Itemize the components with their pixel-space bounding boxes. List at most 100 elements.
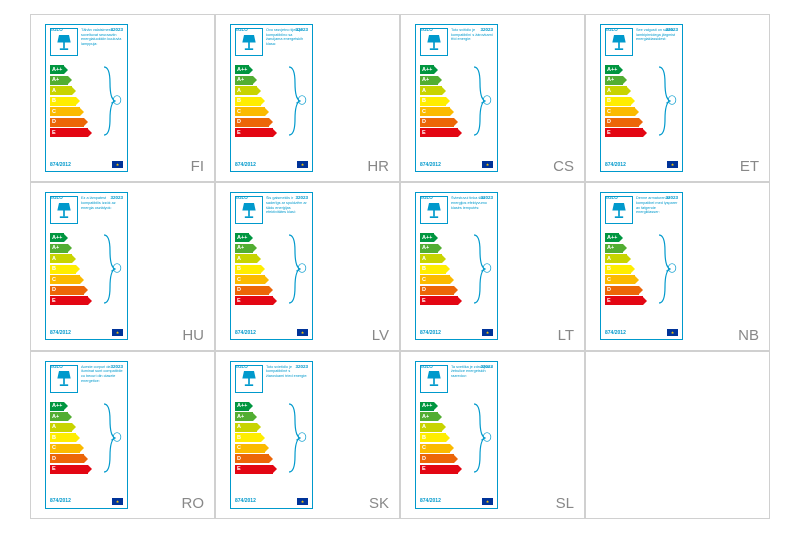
lamp-icon [424,368,444,389]
energy-class-arrow: B [420,265,474,274]
energy-class-arrow: A+ [420,412,474,421]
energy-class-arrow: D [605,118,659,127]
energy-class-arrow: C [605,275,659,284]
grid-cell: EGLO 32023 Toto svítidlo je kompatibilní… [400,14,585,182]
energy-class-arrow: E [50,128,104,137]
regulation-text: 874/2012 [50,498,71,504]
energy-class-arrow: A+ [420,244,474,253]
energy-class-arrow: A+ [605,244,659,253]
bulb-icon [480,261,493,275]
model-number: 32023 [295,364,308,369]
energy-class-arrow: D [420,454,474,463]
energy-class-arrow: A+ [420,76,474,85]
model-number: 32023 [295,195,308,200]
energy-class-arrow: A [50,86,104,95]
bulb-icon [110,261,123,275]
energy-arrows: A++ A+ A B C D E [235,233,289,307]
eu-flag-icon: ★ [112,498,123,505]
energy-class-arrow: A [50,423,104,432]
energy-class-arrow: A [235,86,289,95]
energy-label-card: EGLO 32023 Toto svietidlo je kompatibiln… [230,361,313,509]
brand-name: EGLO [50,364,63,369]
energy-class-arrow: B [420,433,474,442]
grid-cell: EGLO 32023 Ez a lámpatest kompatibilis i… [30,182,215,350]
energy-class-arrow: D [50,286,104,295]
energy-class-arrow: E [235,296,289,305]
energy-class-arrow: D [420,286,474,295]
lamp-icon [239,32,259,53]
energy-label-card: EGLO 32023 Aceste corpuri de iluminat su… [45,361,128,509]
description-text: Tähän valaisimeen soveltuvat seuraaviin … [81,28,123,56]
model-number: 32023 [295,27,308,32]
energy-class-arrow: A+ [605,76,659,85]
description-text: Toto svítidlo je kompatibilní s žárovkam… [451,28,493,56]
energy-class-arrow: A++ [50,65,104,74]
description-text: Šis gaismeklis ir saderīgs ar spuldzēm a… [266,196,308,224]
lamp-box [420,365,448,393]
grid-cell: EGLO 32023 See valgusti on sobilik lambi… [585,14,770,182]
lamp-icon [424,32,444,53]
energy-class-arrow: C [605,107,659,116]
lamp-box [50,365,78,393]
energy-class-arrow: E [50,296,104,305]
bulb-icon [295,93,308,107]
energy-class-arrow: C [420,444,474,453]
energy-class-arrow: A++ [235,233,289,242]
energy-arrows: A++ A+ A B C D E [420,233,474,307]
eu-flag-icon: ★ [297,498,308,505]
energy-class-arrow: C [50,275,104,284]
energy-class-arrow: C [50,107,104,116]
model-number: 32023 [110,364,123,369]
grid-cell: EGLO 32023 Ovo rasvjetno tijelo je kompa… [215,14,400,182]
label-grid: EGLO 32023 Tähän valaisimeen soveltuvat … [30,14,770,519]
grid-cell: EGLO 32023 Ta svetilka je združljiva z ž… [400,351,585,519]
grid-cell: EGLO 32023 Toto svietidlo je kompatibiln… [215,351,400,519]
energy-class-arrow: A++ [605,65,659,74]
regulation-text: 874/2012 [605,330,626,336]
energy-class-arrow: D [235,118,289,127]
energy-class-arrow: E [420,465,474,474]
model-number: 32023 [665,195,678,200]
energy-class-arrow: B [235,265,289,274]
energy-arrows: A++ A+ A B C D E [50,233,104,307]
energy-class-arrow: A [50,254,104,263]
model-number: 32023 [110,27,123,32]
energy-class-arrow: A+ [50,76,104,85]
energy-label-card: EGLO 32023 Šis gaismeklis ir saderīgs ar… [230,192,313,340]
energy-arrows: A++ A+ A B C D E [50,65,104,139]
eu-flag-icon: ★ [297,161,308,168]
energy-class-arrow: D [605,286,659,295]
regulation-text: 874/2012 [50,330,71,336]
energy-class-arrow: B [605,97,659,106]
lamp-icon [54,32,74,53]
eu-flag-icon: ★ [112,329,123,336]
brand-name: EGLO [420,364,433,369]
energy-class-arrow: A+ [50,412,104,421]
grid-cell: EGLO 32023 Šviestuvui tinka šios energij… [400,182,585,350]
regulation-text: 874/2012 [605,162,626,168]
regulation-text: 874/2012 [420,498,441,504]
energy-class-arrow: A [235,423,289,432]
lamp-box [235,28,263,56]
energy-class-arrow: A [235,254,289,263]
energy-class-arrow: A [605,86,659,95]
description-text: Ovo rasvjetno tijelo je kompatibilno sa … [266,28,308,56]
energy-class-arrow: B [50,265,104,274]
language-code: LV [372,327,389,344]
lamp-box [605,28,633,56]
model-number: 32023 [665,27,678,32]
eu-flag-icon: ★ [667,161,678,168]
energy-arrows: A++ A+ A B C D E [420,402,474,476]
regulation-text: 874/2012 [235,498,256,504]
energy-class-arrow: A++ [420,233,474,242]
energy-class-arrow: E [605,296,659,305]
eu-flag-icon: ★ [482,161,493,168]
lamp-box [50,28,78,56]
energy-class-arrow: B [50,433,104,442]
energy-arrows: A++ A+ A B C D E [605,233,659,307]
brand-name: EGLO [235,27,248,32]
energy-class-arrow: A++ [235,402,289,411]
energy-label-card: EGLO 32023 Ez a lámpatest kompatibilis i… [45,192,128,340]
energy-class-arrow: E [420,128,474,137]
energy-class-arrow: A+ [235,412,289,421]
